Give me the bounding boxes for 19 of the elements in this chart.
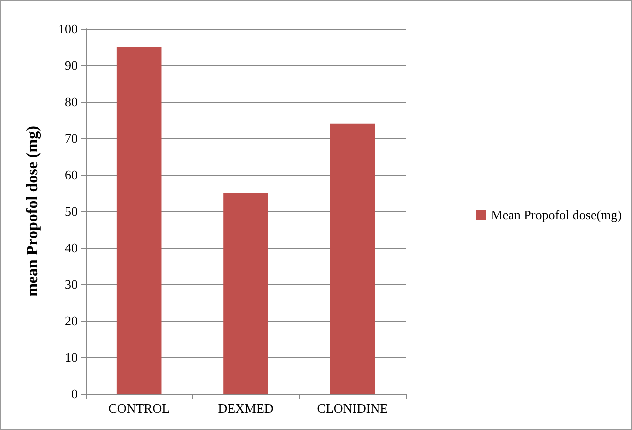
y-tick-label: 80 [65, 94, 78, 110]
bar [330, 124, 376, 394]
y-tick-label: 50 [65, 204, 78, 219]
y-tick-label: 100 [58, 22, 78, 36]
y-tick-label: 90 [65, 58, 78, 73]
bar [224, 193, 268, 394]
y-tick-label: 30 [65, 277, 78, 292]
bar [116, 47, 162, 394]
y-tick-label: 40 [65, 240, 78, 256]
y-axis-title: mean Propofol dose (mg) [24, 126, 42, 297]
y-tick-label: 60 [65, 168, 78, 182]
y-tick-label: 70 [65, 131, 78, 146]
y-tick-label: 10 [65, 350, 78, 365]
x-tick-label: DEXMED [218, 401, 274, 416]
x-tick-label: CLONIDINE [317, 401, 388, 416]
y-tick-label: 0 [72, 386, 78, 402]
x-tick-label: CONTROL [108, 401, 170, 416]
legend-label: Mean Propofol dose(mg) [491, 208, 622, 222]
y-tick-label: 20 [65, 314, 78, 328]
